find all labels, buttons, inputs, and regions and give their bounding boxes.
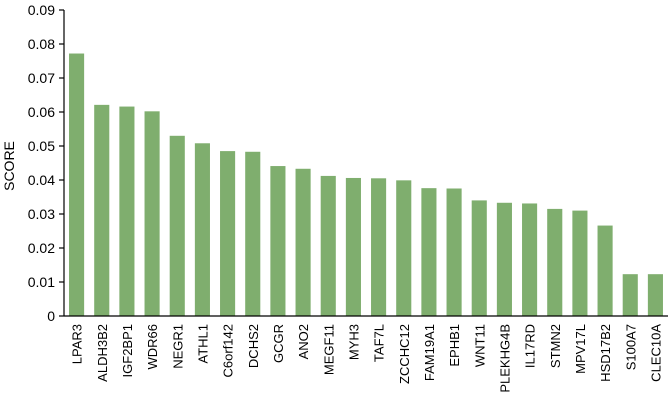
x-tick-label: EPHB1 — [447, 324, 462, 367]
x-tick-label: GCGR — [271, 324, 286, 363]
y-tick-label: 0.08 — [28, 36, 55, 52]
bar-dchs2 — [245, 151, 261, 316]
bar-wdr66 — [144, 111, 160, 316]
x-tick-label: TAF7L — [372, 324, 387, 362]
bar-clec10a — [647, 274, 663, 316]
bar-myh3 — [345, 177, 361, 316]
bar-hsd17b2 — [597, 225, 613, 316]
bar-gcgr — [270, 166, 286, 316]
bar-c6orf142 — [220, 151, 236, 316]
bar-il17rd — [522, 203, 538, 316]
y-axis-title: SCORE — [1, 141, 17, 191]
x-tick-label: WDR66 — [145, 324, 160, 370]
x-tick-label: NEGR1 — [170, 324, 185, 369]
bar-s100a7 — [622, 274, 638, 316]
x-tick-label: FAM19A1 — [422, 324, 437, 381]
y-tick-label: 0.05 — [28, 138, 55, 154]
x-tick-label: MYH3 — [346, 324, 361, 360]
x-tick-label: ZCCHC12 — [397, 324, 412, 384]
bar-taf7l — [371, 178, 387, 316]
bar-plekhg4b — [496, 202, 512, 316]
bar-igf2bp1 — [119, 106, 135, 316]
x-axis-labels: LPAR3 ALDH3B2 IGF2BP1 WDR66 NEGR1 ATHL1 C6orf1… — [70, 324, 664, 393]
x-tick-label: S100A7 — [623, 324, 638, 370]
bar-negr1 — [169, 135, 185, 316]
x-tick-label: IGF2BP1 — [120, 324, 135, 377]
bar-mpv17l — [572, 210, 588, 316]
x-tick-label: IL17RD — [523, 324, 538, 368]
y-axis-ticks: 0 0.01 0.02 0.03 0.04 0.05 0.06 0.07 0.08 0.09 — [28, 2, 64, 324]
y-tick-label: 0.09 — [28, 2, 55, 18]
x-tick-label: MPV17L — [573, 324, 588, 374]
y-tick-label: 0.06 — [28, 104, 55, 120]
y-tick-label: 0.01 — [28, 274, 55, 290]
x-tick-label: ANO2 — [296, 324, 311, 359]
bar-lpar3 — [69, 53, 85, 317]
x-tick-label: DCHS2 — [246, 324, 261, 368]
bar-fam19a1 — [421, 188, 437, 316]
x-tick-label: ALDH3B2 — [95, 324, 110, 382]
y-tick-label: 0 — [47, 308, 55, 324]
x-tick-label: MEGF11 — [321, 324, 336, 375]
bars — [69, 53, 663, 317]
x-tick-label: WNT11 — [472, 324, 487, 367]
bar-stmn2 — [547, 208, 563, 316]
x-tick-label: CLEC10A — [648, 324, 663, 382]
x-tick-label: PLEKHG4B — [497, 324, 512, 393]
y-tick-label: 0.07 — [28, 70, 55, 86]
x-tick-label: HSD17B2 — [598, 324, 613, 382]
y-tick-label: 0.02 — [28, 240, 55, 256]
bar-zcchc12 — [396, 180, 412, 316]
x-tick-label: C6orf142 — [221, 324, 236, 377]
bar-ano2 — [295, 168, 311, 316]
bar-megf11 — [320, 175, 336, 316]
bar-athl1 — [194, 143, 210, 316]
y-tick-label: 0.04 — [28, 172, 55, 188]
bar-aldh3b2 — [94, 104, 110, 316]
bar-wnt11 — [471, 200, 487, 316]
bar-ephb1 — [446, 188, 462, 316]
x-tick-label: STMN2 — [548, 324, 563, 368]
y-tick-label: 0.03 — [28, 206, 55, 222]
x-tick-label: LPAR3 — [70, 324, 85, 364]
x-tick-label: ATHL1 — [195, 324, 210, 364]
